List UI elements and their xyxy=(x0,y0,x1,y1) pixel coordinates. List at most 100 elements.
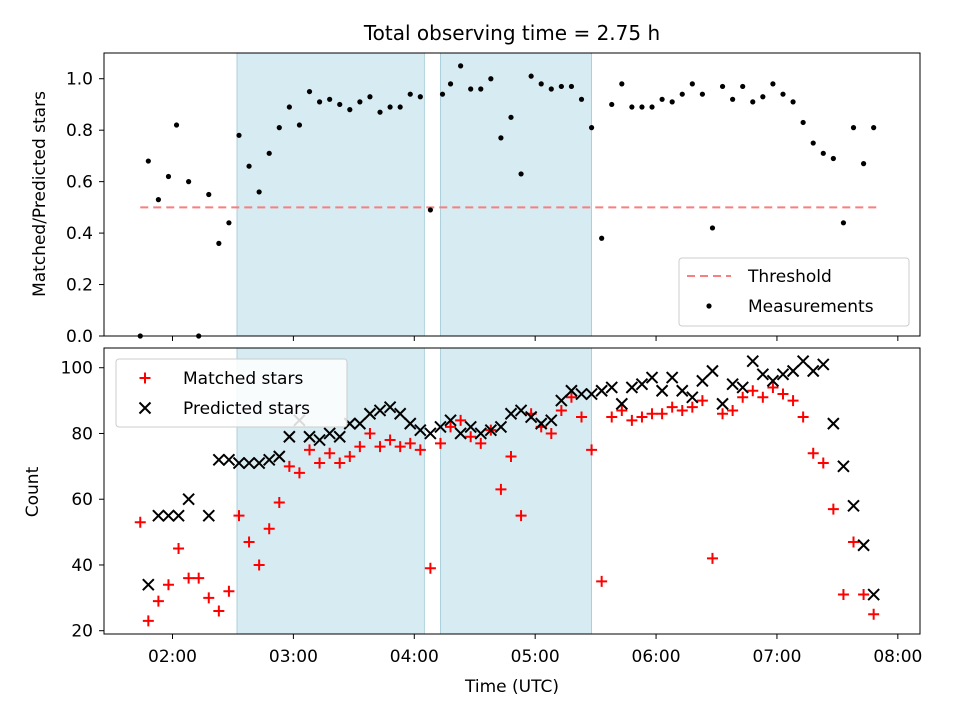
measurement-point xyxy=(377,109,383,115)
matched-star-point xyxy=(807,447,819,459)
predicted-star-point xyxy=(595,384,608,397)
predicted-star-point xyxy=(827,417,840,430)
matched-star-point xyxy=(364,427,376,439)
predicted-star-point xyxy=(565,384,578,397)
measurement-point xyxy=(850,125,857,131)
predicted-star-point xyxy=(625,381,639,394)
matched-star-point xyxy=(696,395,708,407)
count-legend-box xyxy=(115,358,348,428)
ratio-plot-frame xyxy=(103,52,921,337)
matched-star-point xyxy=(293,467,305,479)
measurement-point xyxy=(629,104,635,110)
predicted-star-point xyxy=(353,417,367,430)
matched-star-point xyxy=(686,401,698,413)
predicted-star-point xyxy=(575,387,588,401)
measurement-point xyxy=(286,104,292,110)
matched-star-point xyxy=(706,552,718,564)
measurement-point xyxy=(216,240,222,246)
matched-star-point xyxy=(142,615,154,627)
predicted-star-point xyxy=(474,427,487,440)
matched-star-point xyxy=(465,431,477,443)
predicted-star-point xyxy=(706,364,719,378)
legend-matched-label: Matched stars xyxy=(183,369,303,389)
predicted-star-point xyxy=(756,368,770,381)
measurement-point xyxy=(226,220,232,226)
predicted-star-point xyxy=(434,420,447,434)
measurement-point xyxy=(689,81,695,87)
measurement-point xyxy=(770,81,776,87)
matched-star-point xyxy=(193,572,205,584)
predicted-star-point xyxy=(222,453,236,466)
measurement-point xyxy=(709,225,716,231)
legend-measurements-marker xyxy=(706,303,712,309)
count-x-tick-label: 07:00 xyxy=(752,647,801,667)
predicted-star-point xyxy=(484,423,498,437)
predicted-star-point xyxy=(303,430,316,443)
matched-star-point xyxy=(344,450,356,462)
measurement-point xyxy=(427,207,433,213)
measurement-point xyxy=(407,91,413,97)
measurement-point xyxy=(145,158,151,164)
matched-star-point xyxy=(737,391,749,403)
shaded-interval xyxy=(440,52,592,337)
predicted-star-point xyxy=(393,407,407,420)
measurement-point xyxy=(316,99,323,105)
measurement-point xyxy=(387,104,393,110)
matched-star-point xyxy=(414,444,426,456)
legend-measurements-label: Measurements xyxy=(748,297,874,317)
ratio-legend-box xyxy=(678,257,910,327)
predicted-star-point xyxy=(514,404,528,417)
predicted-star-point xyxy=(676,384,689,397)
count-legend: Matched stars Predicted stars xyxy=(115,358,348,428)
predicted-star-point xyxy=(555,394,568,407)
matched-star-point xyxy=(848,536,860,548)
matched-star-point xyxy=(152,595,164,607)
matched-star-point xyxy=(223,585,235,597)
predicted-star-point xyxy=(172,509,185,522)
matched-star-point xyxy=(636,411,648,423)
matched-star-point xyxy=(646,408,658,420)
predicted-star-point xyxy=(333,430,346,443)
measurement-point xyxy=(659,96,665,102)
matched-star-point xyxy=(757,391,769,403)
measurement-point xyxy=(186,179,192,185)
count-x-tick-label: 02:00 xyxy=(148,647,197,667)
measurement-point xyxy=(337,101,343,108)
predicted-star-point xyxy=(252,456,266,470)
predicted-star-point xyxy=(283,430,296,443)
ratio-y-axis-label: Matched/Predicted stars xyxy=(30,91,50,297)
predicted-star-point xyxy=(313,433,326,447)
matched-star-point xyxy=(263,523,275,535)
predicted-star-point xyxy=(404,417,417,430)
predicted-star-point xyxy=(232,456,246,470)
predicted-star-point xyxy=(494,420,508,434)
measurement-point xyxy=(478,86,484,92)
matched-star-point xyxy=(797,411,809,423)
measurement-point xyxy=(458,63,464,69)
matched-star-point xyxy=(777,388,789,400)
predicted-star-point xyxy=(424,427,437,440)
measurement-point xyxy=(528,73,534,79)
matched-star-point xyxy=(162,579,174,591)
matched-star-point xyxy=(183,572,195,584)
matched-star-point xyxy=(424,562,436,574)
measurement-point xyxy=(173,122,180,128)
measurement-point xyxy=(447,81,454,87)
matched-star-point xyxy=(475,437,487,449)
matched-star-point xyxy=(203,592,215,604)
predicted-star-point xyxy=(686,391,699,404)
predicted-star-point xyxy=(162,509,175,522)
measurement-point xyxy=(820,150,826,156)
matched-star-point xyxy=(727,404,739,416)
measurement-point xyxy=(599,235,605,241)
ratio-y-tick-label: 0.8 xyxy=(66,121,93,141)
predicted-star-point xyxy=(545,414,558,427)
measurement-point xyxy=(760,94,766,100)
predicted-star-point xyxy=(212,453,226,466)
count-x-tick-label: 04:00 xyxy=(390,647,439,667)
count-y-tick-label: 80 xyxy=(71,424,93,444)
measurement-point xyxy=(367,94,373,100)
matched-star-point xyxy=(384,434,396,446)
legend-predicted-marker xyxy=(138,401,152,415)
matched-star-point xyxy=(243,536,255,548)
